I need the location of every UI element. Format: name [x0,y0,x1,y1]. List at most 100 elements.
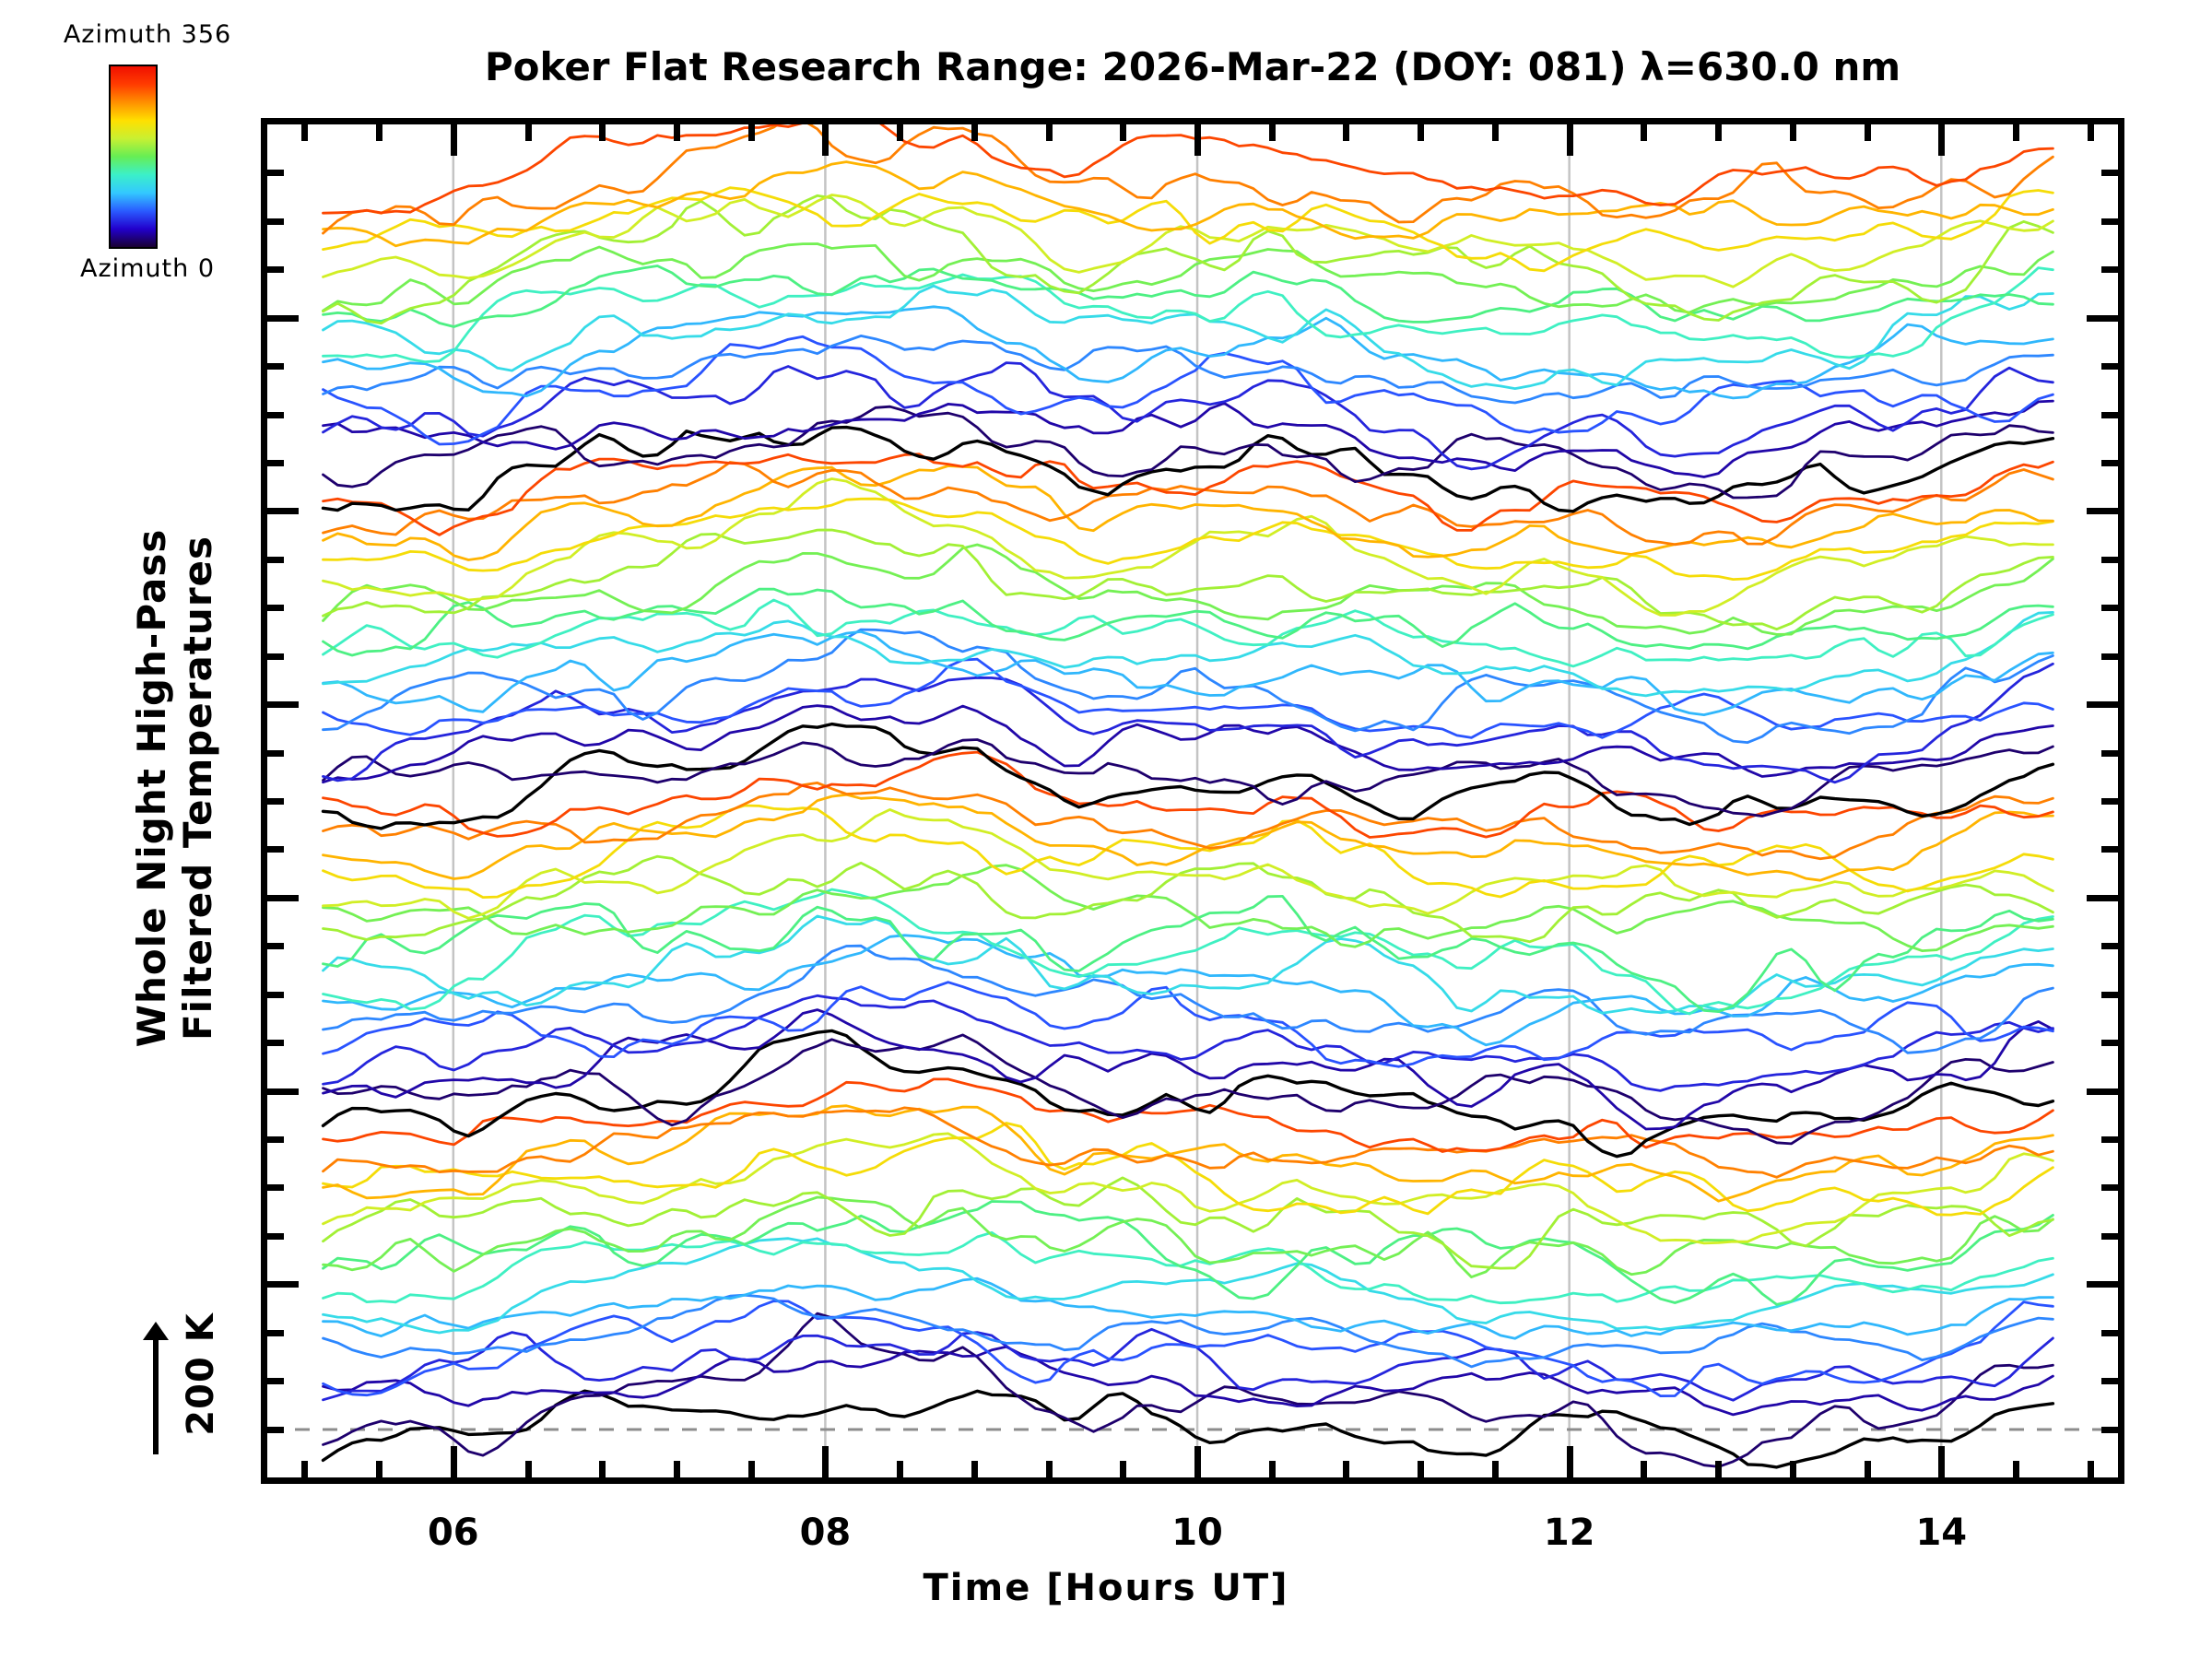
x-tick-top-minor [599,124,606,141]
x-tick-bot-minor [673,1461,680,1477]
trace-line [322,1293,2054,1369]
y-tick-right-minor [2101,749,2118,757]
y-tick-right-major [2087,894,2118,901]
trace-line [322,186,2054,273]
x-tick-bot-minor [1715,1461,1723,1477]
x-tick-top-minor [1418,124,1425,141]
x-tick-label: 06 [427,1512,479,1554]
y-tick-left-major [267,314,299,322]
x-tick-bot-minor [524,1461,532,1477]
trace-line [321,1029,2055,1159]
x-tick-top-major [1938,124,1946,156]
x-tick-bot-minor [2087,1461,2094,1477]
y-tick-right-minor [2101,218,2118,225]
y-tick-left-minor [267,170,284,177]
trace-line [322,266,2054,363]
x-tick-top-minor [2087,124,2094,141]
x-tick-bot-minor [1343,1461,1350,1477]
x-tick-bot-major [1938,1446,1946,1477]
trace-line [322,465,2054,561]
x-tick-bot-minor [1045,1461,1053,1477]
y-tick-left-minor [267,1184,284,1192]
trace-line [322,361,2054,471]
x-tick-bot-minor [376,1461,383,1477]
y-axis-title-line2: Filtered Temperatures [175,535,220,1041]
scale-bar-label: 200 K [180,1312,222,1436]
y-tick-right-minor [2101,363,2118,371]
y-tick-right-minor [2101,991,2118,998]
trace-line [322,1200,2054,1306]
trace-line [322,587,2054,657]
y-tick-right-minor [2101,556,2118,563]
trace-line [322,1277,2054,1340]
x-tick-top-minor [1045,124,1053,141]
y-tick-left-minor [267,1329,284,1336]
colorbar-top-label: Azimuth 356 [63,20,232,49]
x-tick-top-minor [897,124,904,141]
x-tick-top-minor [971,124,978,141]
y-tick-right-minor [2101,653,2118,660]
y-tick-left-major [267,1088,299,1095]
y-tick-left-minor [267,798,284,805]
x-tick-top-major [1566,124,1573,156]
trace-line [322,1122,2054,1217]
y-tick-right-major [2087,314,2118,322]
y-tick-right-minor [2101,605,2118,612]
x-tick-top-minor [2013,124,2019,141]
trace-line [322,1132,2054,1245]
x-tick-top-minor [1789,124,1796,141]
trace-line [322,1033,2054,1146]
x-tick-bot-minor [1789,1461,1796,1477]
x-tick-top-minor [376,124,383,141]
trace-line [322,405,2054,500]
trace-line [322,242,2054,314]
x-tick-bot-minor [971,1461,978,1477]
x-tick-label: 08 [799,1512,852,1554]
plot-frame [261,118,2124,1484]
x-tick-bot-minor [599,1461,606,1477]
trace-line [322,124,2054,235]
trace-line [322,793,2054,882]
y-tick-right-minor [2101,1040,2118,1047]
trace-line [322,750,2054,839]
trace-line [322,808,2054,920]
trace-line [322,981,2054,1068]
y-tick-left-minor [267,943,284,950]
x-tick-top-minor [1641,124,1648,141]
trace-line [322,194,2054,288]
y-tick-right-minor [2101,846,2118,853]
y-axis-title: Whole Night High-Pass Filtered Temperatu… [120,97,230,1479]
x-tick-bot-minor [301,1461,309,1477]
x-tick-bot-minor [1864,1461,1871,1477]
y-tick-left-minor [267,1040,284,1047]
y-tick-left-major [267,1281,299,1288]
y-tick-left-minor [267,218,284,225]
x-tick-bot-minor [747,1461,755,1477]
trace-line [322,1104,2054,1203]
trace-line [322,1106,2054,1179]
trace-lines [267,124,2118,1477]
trace-line [322,399,2054,478]
trace-line [322,335,2054,446]
trace-line [322,305,2054,400]
up-arrow-icon [143,1322,169,1340]
y-tick-right-minor [2101,170,2118,177]
x-tick-bot-major [822,1446,830,1477]
y-tick-right-minor [2101,1426,2118,1433]
x-tick-bot-minor [1268,1461,1276,1477]
trace-line [322,804,2054,899]
trace-line [322,194,2054,325]
y-tick-right-major [2087,1088,2118,1095]
plot-area [267,124,2118,1477]
x-tick-bot-minor [1641,1461,1648,1477]
x-tick-top-minor [524,124,532,141]
x-tick-bot-major [1566,1446,1573,1477]
y-tick-right-minor [2101,411,2118,418]
trace-line [322,543,2054,636]
y-tick-right-minor [2101,1329,2118,1336]
x-tick-top-minor [1864,124,1871,141]
y-tick-left-minor [267,556,284,563]
y-tick-left-minor [267,605,284,612]
trace-line [322,657,2054,739]
trace-line [322,1176,2054,1270]
